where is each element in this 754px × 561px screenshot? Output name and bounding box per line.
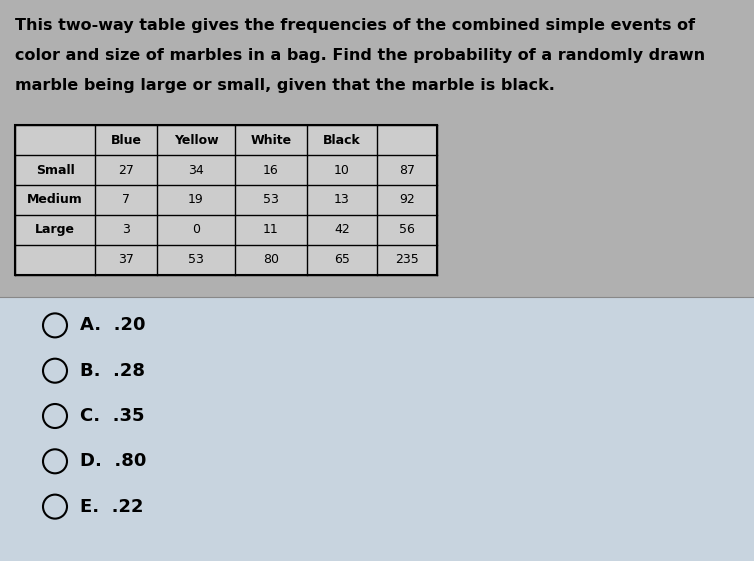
Text: 53: 53 <box>188 254 204 266</box>
Text: Yellow: Yellow <box>173 134 219 146</box>
Text: Small: Small <box>35 163 75 177</box>
Text: 10: 10 <box>334 163 350 177</box>
Text: 80: 80 <box>263 254 279 266</box>
Text: 13: 13 <box>334 194 350 206</box>
Text: 37: 37 <box>118 254 134 266</box>
Text: Large: Large <box>35 223 75 237</box>
Text: marble being large or small, given that the marble is black.: marble being large or small, given that … <box>15 78 555 93</box>
Text: A.  .20: A. .20 <box>80 316 146 334</box>
Text: B.  .28: B. .28 <box>80 362 145 380</box>
Text: C.  .35: C. .35 <box>80 407 145 425</box>
Text: White: White <box>250 134 292 146</box>
Text: 16: 16 <box>263 163 279 177</box>
Text: 53: 53 <box>263 194 279 206</box>
Text: D.  .80: D. .80 <box>80 452 146 470</box>
Text: color and size of marbles in a bag. Find the probability of a randomly drawn: color and size of marbles in a bag. Find… <box>15 48 705 63</box>
Bar <box>0 297 754 561</box>
Text: 56: 56 <box>399 223 415 237</box>
Text: This two-way table gives the frequencies of the combined simple events of: This two-way table gives the frequencies… <box>15 18 695 33</box>
Text: 7: 7 <box>122 194 130 206</box>
Text: 0: 0 <box>192 223 200 237</box>
Text: 42: 42 <box>334 223 350 237</box>
Text: Blue: Blue <box>111 134 142 146</box>
Text: 11: 11 <box>263 223 279 237</box>
Text: 27: 27 <box>118 163 134 177</box>
Text: 34: 34 <box>188 163 204 177</box>
Text: Medium: Medium <box>27 194 83 206</box>
Bar <box>15 125 437 275</box>
Text: 65: 65 <box>334 254 350 266</box>
Text: 235: 235 <box>395 254 419 266</box>
Text: E.  .22: E. .22 <box>80 498 143 516</box>
Text: 92: 92 <box>399 194 415 206</box>
Text: 87: 87 <box>399 163 415 177</box>
Text: 3: 3 <box>122 223 130 237</box>
Text: 19: 19 <box>188 194 204 206</box>
Bar <box>0 0 754 297</box>
Text: Black: Black <box>323 134 361 146</box>
